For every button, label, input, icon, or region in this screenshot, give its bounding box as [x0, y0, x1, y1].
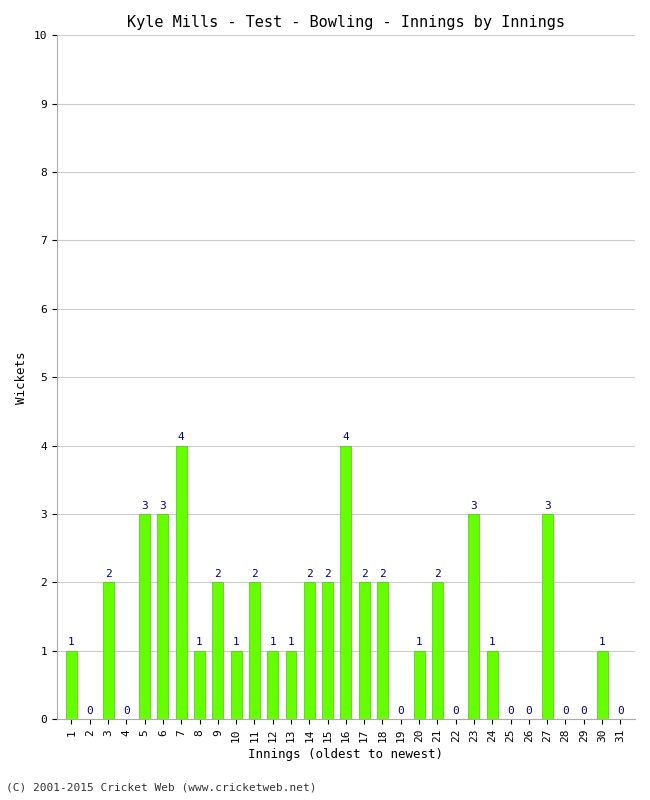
- Text: (C) 2001-2015 Cricket Web (www.cricketweb.net): (C) 2001-2015 Cricket Web (www.cricketwe…: [6, 782, 317, 792]
- Text: 0: 0: [123, 706, 130, 716]
- Title: Kyle Mills - Test - Bowling - Innings by Innings: Kyle Mills - Test - Bowling - Innings by…: [127, 15, 565, 30]
- Text: 1: 1: [68, 638, 75, 647]
- Bar: [432, 582, 443, 719]
- Text: 1: 1: [489, 638, 496, 647]
- Text: 2: 2: [361, 569, 367, 579]
- Bar: [487, 651, 498, 719]
- Text: 0: 0: [562, 706, 569, 716]
- Bar: [194, 651, 205, 719]
- Text: 3: 3: [471, 501, 477, 510]
- Text: 0: 0: [452, 706, 459, 716]
- Bar: [249, 582, 260, 719]
- Bar: [139, 514, 150, 719]
- X-axis label: Innings (oldest to newest): Innings (oldest to newest): [248, 748, 443, 761]
- Text: 1: 1: [269, 638, 276, 647]
- Text: 3: 3: [159, 501, 166, 510]
- Bar: [541, 514, 552, 719]
- Bar: [341, 446, 352, 719]
- Text: 4: 4: [343, 432, 349, 442]
- Text: 1: 1: [196, 638, 203, 647]
- Text: 2: 2: [214, 569, 221, 579]
- Bar: [597, 651, 608, 719]
- Text: 1: 1: [599, 638, 605, 647]
- Text: 2: 2: [105, 569, 111, 579]
- Bar: [103, 582, 114, 719]
- Bar: [413, 651, 424, 719]
- Bar: [176, 446, 187, 719]
- Text: 0: 0: [617, 706, 624, 716]
- Text: 1: 1: [416, 638, 422, 647]
- Bar: [267, 651, 278, 719]
- Text: 3: 3: [544, 501, 551, 510]
- Bar: [359, 582, 370, 719]
- Bar: [469, 514, 480, 719]
- Text: 0: 0: [580, 706, 587, 716]
- Text: 3: 3: [141, 501, 148, 510]
- Bar: [66, 651, 77, 719]
- Text: 1: 1: [233, 638, 239, 647]
- Text: 4: 4: [178, 432, 185, 442]
- Text: 2: 2: [251, 569, 258, 579]
- Bar: [231, 651, 242, 719]
- Text: 2: 2: [379, 569, 386, 579]
- Bar: [377, 582, 388, 719]
- Text: 0: 0: [86, 706, 93, 716]
- Text: 2: 2: [306, 569, 313, 579]
- Bar: [304, 582, 315, 719]
- Text: 2: 2: [324, 569, 331, 579]
- Y-axis label: Wickets: Wickets: [15, 351, 28, 403]
- Text: 2: 2: [434, 569, 441, 579]
- Bar: [322, 582, 333, 719]
- Text: 0: 0: [397, 706, 404, 716]
- Text: 0: 0: [507, 706, 514, 716]
- Bar: [213, 582, 224, 719]
- Text: 0: 0: [525, 706, 532, 716]
- Bar: [285, 651, 296, 719]
- Text: 1: 1: [287, 638, 294, 647]
- Bar: [157, 514, 168, 719]
